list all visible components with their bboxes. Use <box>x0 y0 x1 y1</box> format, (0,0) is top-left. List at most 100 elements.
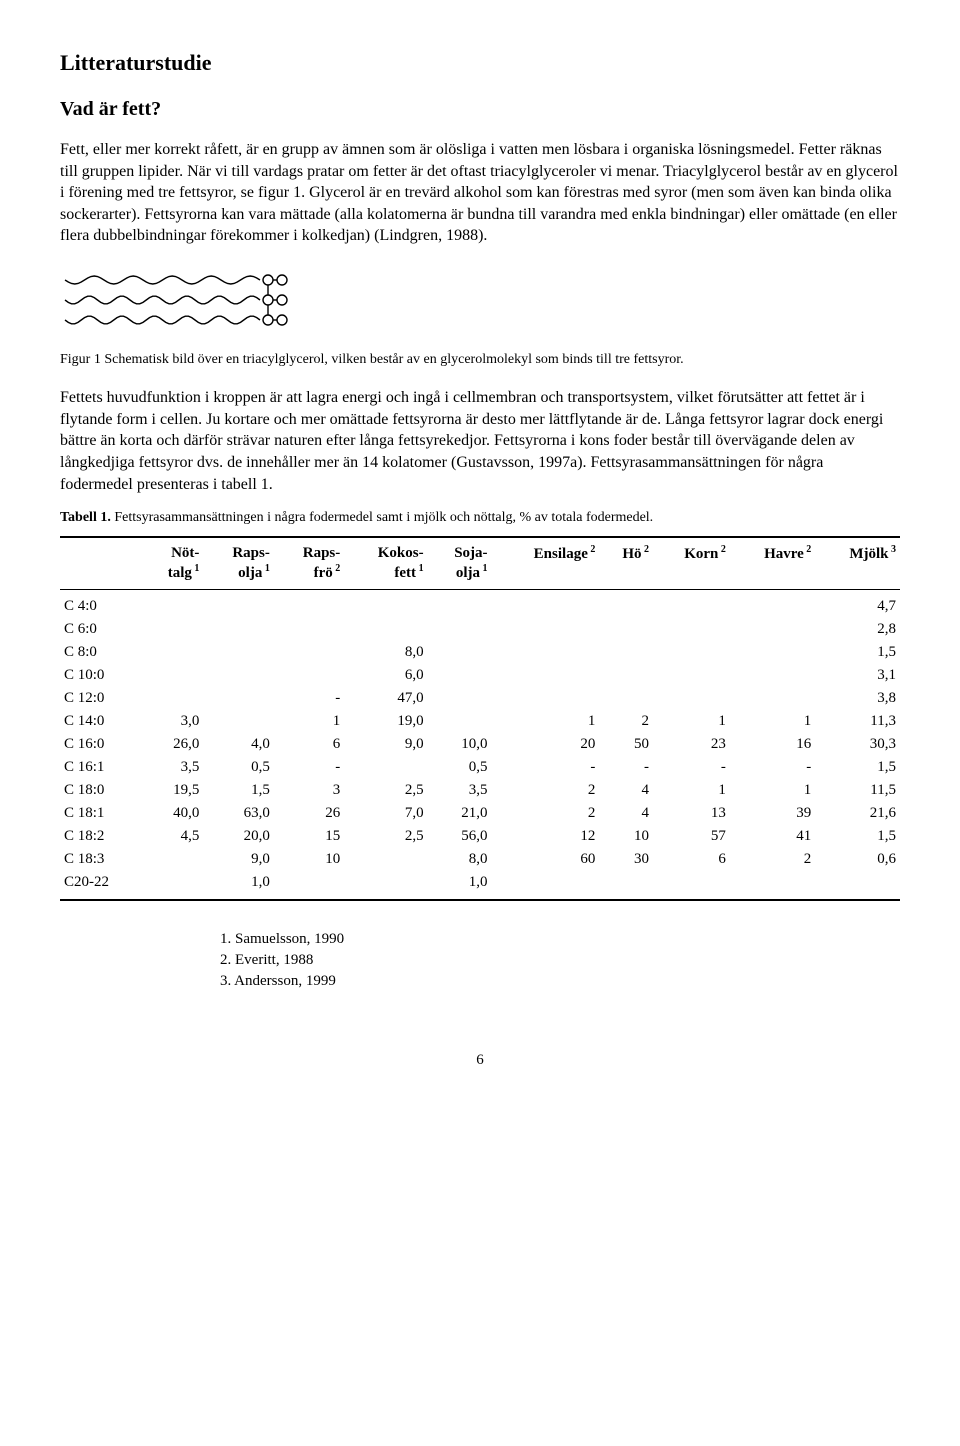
table-cell: 0,5 <box>428 756 492 779</box>
table-cell: 3 <box>274 779 344 802</box>
table-col-header: Mjölk 3 <box>815 537 900 589</box>
table-cell: 26 <box>274 802 344 825</box>
table-cell: 56,0 <box>428 825 492 848</box>
table-cell <box>203 618 273 641</box>
table-cell <box>344 589 427 618</box>
table-cell <box>599 641 653 664</box>
table-row: C 14:03,0119,0121111,3 <box>60 710 900 733</box>
table-cell <box>428 664 492 687</box>
table-cell: 3,1 <box>815 664 900 687</box>
row-label: C 16:1 <box>60 756 142 779</box>
table-row: C 18:24,520,0152,556,0121057411,5 <box>60 825 900 848</box>
row-label: C 14:0 <box>60 710 142 733</box>
table-col-header: Korn 2 <box>653 537 730 589</box>
table-cell: 2,8 <box>815 618 900 641</box>
table-cell: 2,5 <box>344 825 427 848</box>
reference-line: 1. Samuelsson, 1990 <box>220 929 900 950</box>
table-cell <box>203 589 273 618</box>
table-row: C 6:0 2,8 <box>60 618 900 641</box>
table-cell: 39 <box>730 802 815 825</box>
page-heading: Litteraturstudie <box>60 50 900 76</box>
table-cell: 4,7 <box>815 589 900 618</box>
table-cell <box>142 664 203 687</box>
table-row: C 10:06,03,1 <box>60 664 900 687</box>
table-row: C 18:019,51,532,53,5241111,5 <box>60 779 900 802</box>
table-cell <box>344 756 427 779</box>
table-row: C 18:140,063,0267,021,024133921,6 <box>60 802 900 825</box>
table-cell: 1 <box>730 710 815 733</box>
table-cell <box>344 871 427 900</box>
table-cell: 10 <box>274 848 344 871</box>
table-cell <box>142 641 203 664</box>
table-cell: 60 <box>492 848 600 871</box>
table-cell: 1,5 <box>815 641 900 664</box>
table-cell <box>653 687 730 710</box>
table-cell: 2 <box>730 848 815 871</box>
table-cell: 4 <box>599 802 653 825</box>
table-cell: 3,0 <box>142 710 203 733</box>
table-cell: 47,0 <box>344 687 427 710</box>
table-cell <box>730 641 815 664</box>
table-row: C 4:04,7 <box>60 589 900 618</box>
table-cell: - <box>730 756 815 779</box>
table-cell <box>274 871 344 900</box>
table-cell <box>492 687 600 710</box>
table-cell: 4 <box>599 779 653 802</box>
table-cell: 9,0 <box>203 848 273 871</box>
figure-1-caption: Figur 1 Schematisk bild över en triacylg… <box>60 351 900 369</box>
row-label: C 6:0 <box>60 618 142 641</box>
table-cell <box>599 664 653 687</box>
table-col-header: Soja-olja 1 <box>428 537 492 589</box>
table-cell: 1,5 <box>815 756 900 779</box>
table-cell <box>274 641 344 664</box>
table-cell <box>203 641 273 664</box>
table-row: C 12:0-47,03,8 <box>60 687 900 710</box>
table-row: C 18:39,0108,06030620,6 <box>60 848 900 871</box>
table-cell: 2 <box>492 779 600 802</box>
table-cell <box>428 710 492 733</box>
table-cell: 1,5 <box>203 779 273 802</box>
table-cell: 1,0 <box>203 871 273 900</box>
table-cell: 7,0 <box>344 802 427 825</box>
reference-line: 2. Everitt, 1988 <box>220 950 900 971</box>
table-cell: 9,0 <box>344 733 427 756</box>
table-cell <box>599 871 653 900</box>
table-cell: 6 <box>653 848 730 871</box>
table-col-rowlabel <box>60 537 142 589</box>
table-cell: 1,0 <box>428 871 492 900</box>
table-cell: 19,5 <box>142 779 203 802</box>
table-cell: 1 <box>653 710 730 733</box>
table-cell: 50 <box>599 733 653 756</box>
table-cell: - <box>492 756 600 779</box>
table-cell: 20,0 <box>203 825 273 848</box>
table-cell: 1 <box>653 779 730 802</box>
table-body: C 4:04,7C 6:02,8C 8:08,01,5C 10:06,03,1C… <box>60 589 900 900</box>
table-cell: 19,0 <box>344 710 427 733</box>
table-cell <box>428 618 492 641</box>
table-cell <box>599 618 653 641</box>
table-cell <box>274 589 344 618</box>
table-cell <box>492 871 600 900</box>
table-cell: 8,0 <box>428 848 492 871</box>
table-cell: 0,6 <box>815 848 900 871</box>
table-cell <box>274 618 344 641</box>
table-cell <box>599 589 653 618</box>
table-cell: 1,5 <box>815 825 900 848</box>
table-cell <box>428 589 492 618</box>
table-row: C 16:026,04,069,010,02050231630,3 <box>60 733 900 756</box>
table-cell <box>344 848 427 871</box>
table-cell: 8,0 <box>344 641 427 664</box>
row-label: C 12:0 <box>60 687 142 710</box>
table-cell: 15 <box>274 825 344 848</box>
table-cell: 41 <box>730 825 815 848</box>
table-cell <box>653 641 730 664</box>
table-cell <box>142 589 203 618</box>
table-cell: 2 <box>599 710 653 733</box>
table-cell <box>730 687 815 710</box>
table-cell: 2 <box>492 802 600 825</box>
table-cell <box>142 848 203 871</box>
reference-line: 3. Andersson, 1999 <box>220 971 900 992</box>
table-cell: 16 <box>730 733 815 756</box>
table-cell <box>653 618 730 641</box>
table-cell: 26,0 <box>142 733 203 756</box>
